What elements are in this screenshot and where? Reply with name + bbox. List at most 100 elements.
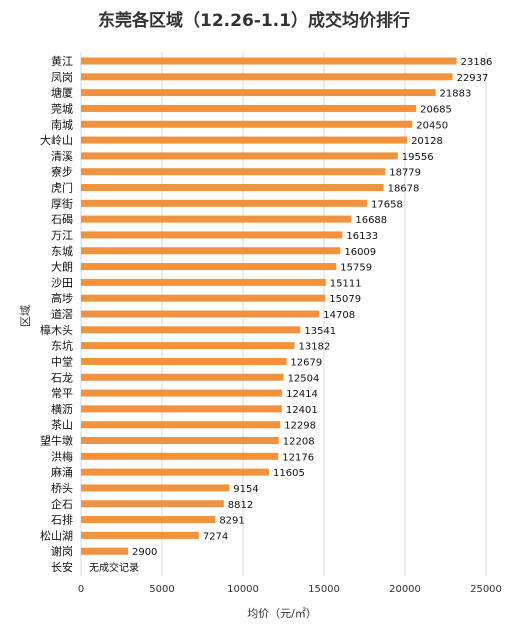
category-label: 石龙: [51, 371, 73, 384]
category-label: 长安: [51, 560, 73, 574]
x-tick-label: 10000: [227, 584, 259, 595]
data-label: 16688: [355, 215, 387, 226]
category-label: 塘厦: [51, 86, 73, 100]
data-label: 2900: [132, 547, 157, 558]
bar: [81, 310, 320, 318]
data-label: 18678: [388, 184, 420, 195]
x-tick-labels: 0 5000 10000 15000 20000 25000: [78, 584, 502, 595]
x-axis-label: 均价（元/㎡）: [247, 607, 317, 620]
bar: [81, 215, 352, 223]
bar: [81, 405, 282, 413]
y-axis-label: 区域: [19, 305, 32, 327]
data-label: 16133: [346, 231, 378, 242]
bar: [81, 547, 128, 555]
data-label: 13182: [299, 342, 331, 353]
data-label: 15079: [329, 294, 361, 305]
category-label: 谢岗: [51, 544, 73, 558]
bar: [81, 57, 457, 65]
category-label: 道滘: [51, 307, 73, 321]
bar: [81, 421, 281, 429]
x-tick-label: 5000: [149, 584, 174, 595]
category-label: 高埗: [51, 291, 73, 305]
category-label: 凤岗: [51, 71, 73, 84]
data-label: 20450: [416, 120, 448, 131]
bar: [81, 437, 279, 444]
bar: [81, 373, 284, 381]
category-label: 茶山: [51, 419, 73, 432]
bar: [81, 516, 216, 524]
x-tick-label: 20000: [389, 584, 421, 595]
category-label: 虎门: [51, 181, 73, 195]
bar: [81, 294, 326, 302]
bar: [81, 263, 337, 271]
bar: [81, 104, 417, 112]
category-label: 厚街: [51, 196, 73, 210]
data-label: 9154: [233, 484, 258, 495]
category-label: 大朗: [51, 260, 73, 274]
category-label: 寮步: [51, 165, 73, 179]
category-label: 洪梅: [51, 449, 73, 463]
category-label: 望牛墩: [40, 434, 73, 448]
bar: [81, 184, 384, 191]
category-label: 松山湖: [40, 528, 73, 542]
bar: [81, 136, 408, 144]
x-tick-label: 25000: [470, 584, 502, 595]
bar: [81, 326, 301, 334]
category-label: 麻涌: [51, 465, 73, 479]
data-label: 12414: [286, 389, 318, 400]
bar: [81, 468, 270, 476]
category-label: 东城: [51, 245, 73, 258]
bar: [81, 199, 368, 207]
bar: [81, 484, 230, 492]
category-label: 中堂: [51, 355, 73, 368]
bar: [81, 278, 326, 286]
bar: [81, 452, 279, 460]
bar: [81, 357, 287, 365]
data-label: 12401: [286, 405, 318, 416]
bar: [81, 500, 224, 508]
category-label: 横沥: [51, 402, 73, 416]
category-label: 沙田: [51, 276, 73, 289]
data-label: 15759: [340, 263, 372, 274]
category-label: 东坑: [51, 339, 73, 353]
data-label: 20685: [420, 104, 452, 115]
bar: [81, 120, 413, 128]
data-label: 12504: [288, 373, 320, 384]
data-label: 8291: [219, 516, 244, 527]
data-label: 7274: [203, 531, 228, 542]
chart-title: 东莞各区域（12.26-1.1）成交均价排行: [98, 10, 410, 31]
data-label: 15111: [330, 278, 362, 289]
data-label: 12679: [290, 357, 322, 368]
category-label: 万江: [51, 229, 73, 242]
x-tick-label: 0: [78, 584, 84, 595]
bar: [81, 342, 295, 350]
data-label: 20128: [411, 136, 443, 147]
data-label: 13541: [304, 326, 336, 337]
data-label: 19556: [402, 152, 434, 163]
bar: [81, 168, 386, 176]
value-labels: 23186 22937 21883 20685 20450 20128 19556 18779…: [89, 57, 492, 574]
category-label: 桥头: [51, 482, 73, 495]
data-label: 16009: [344, 247, 376, 258]
data-label: 18779: [389, 168, 421, 179]
bar: [81, 389, 283, 397]
category-label: 石碣: [51, 213, 73, 226]
data-label: 14708: [323, 310, 355, 321]
category-label: 常平: [51, 387, 73, 400]
data-label: 12298: [284, 421, 316, 432]
data-label: 无成交记录: [89, 561, 139, 574]
bar: [81, 73, 453, 81]
x-tick-label: 15000: [308, 584, 340, 595]
bar: [81, 231, 343, 239]
data-label: 17658: [371, 199, 403, 210]
bar: [81, 152, 398, 160]
category-label: 企石: [51, 497, 73, 511]
data-label: 11605: [273, 468, 305, 479]
category-label: 清溪: [51, 150, 73, 163]
bar: [81, 531, 199, 539]
category-label: 黄江: [51, 54, 73, 68]
data-label: 21883: [440, 89, 472, 100]
category-label: 南城: [51, 118, 73, 131]
data-label: 12176: [282, 452, 314, 463]
